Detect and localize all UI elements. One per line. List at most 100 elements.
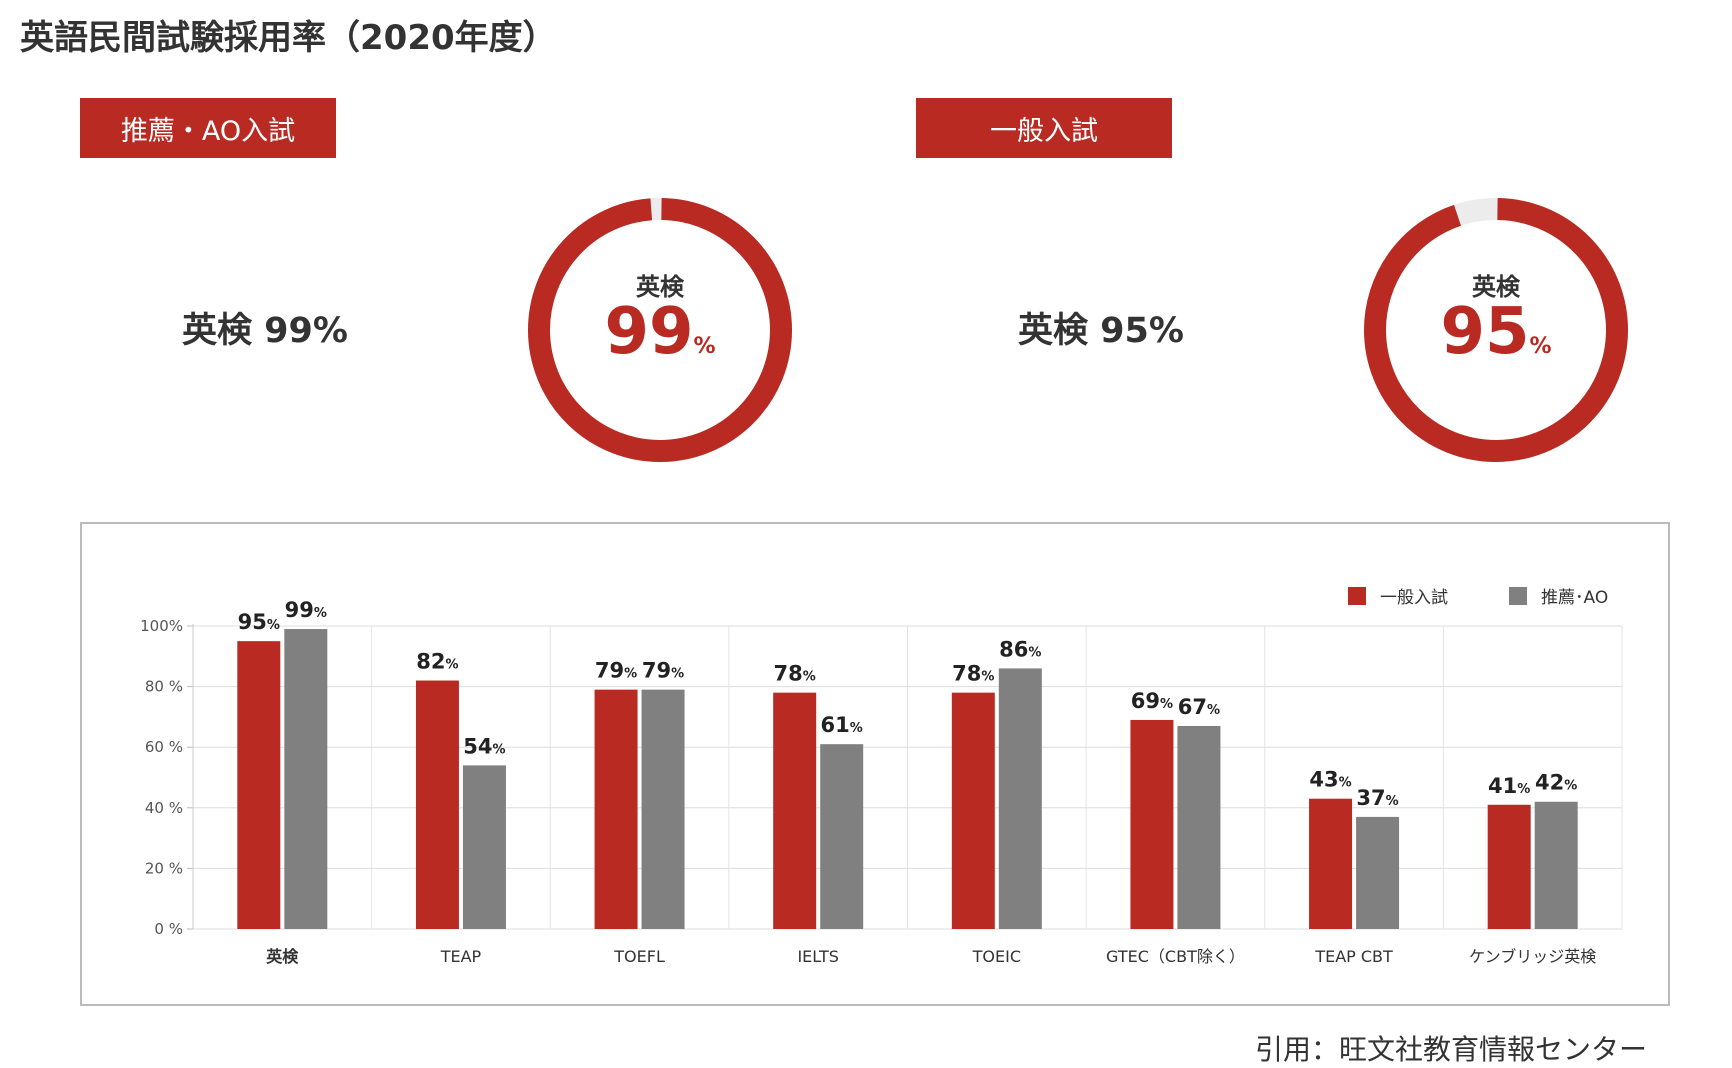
bar-value-number: 79: [642, 659, 671, 683]
tag-general: 一般入試: [916, 98, 1172, 158]
bar-general: [773, 692, 817, 929]
bar-value-unit: %: [1564, 779, 1577, 794]
bar-value-unit: %: [314, 606, 327, 621]
bar-value-unit: %: [1386, 794, 1399, 809]
bar-value-label: 54%: [463, 734, 505, 758]
bar-value-unit: %: [671, 667, 684, 682]
bar-value-label: 41%: [1488, 774, 1530, 798]
bar-value-unit: %: [981, 670, 994, 685]
bar-value-unit: %: [446, 658, 459, 673]
donut-ring-svg: [528, 198, 792, 462]
y-tick-label: 0 %: [154, 920, 183, 938]
bar-value-number: 43: [1309, 768, 1338, 792]
bar-value-label: 67%: [1178, 695, 1220, 719]
legend-swatch: [1509, 587, 1527, 605]
bar-ao: [1177, 725, 1221, 929]
x-category-label: TOEFL: [613, 947, 665, 966]
bar-value-number: 67: [1178, 695, 1207, 719]
bar-value-unit: %: [493, 742, 506, 757]
bar-ao: [462, 765, 506, 929]
bar-value-number: 78: [952, 662, 981, 686]
bar-value-unit: %: [1207, 703, 1220, 718]
bar-ao: [998, 668, 1042, 929]
bar-general: [951, 692, 995, 929]
donut-ring-svg: [1364, 198, 1628, 462]
donut-ao-unit: %: [693, 334, 716, 359]
donut-value-arc: [528, 198, 792, 462]
bar-value-label: 69%: [1131, 689, 1173, 713]
bar-value-label: 78%: [952, 662, 994, 686]
bar-value-label: 95%: [238, 610, 280, 634]
bar-value-unit: %: [624, 667, 637, 682]
bar-general: [594, 689, 638, 929]
bar-value-number: 82: [416, 650, 445, 674]
donut-general-value: 95: [1440, 295, 1530, 369]
bar-general: [1130, 719, 1174, 929]
x-category-label: TEAP: [440, 947, 482, 966]
bar-value-number: 78: [774, 662, 803, 686]
y-tick-label: 60 %: [145, 738, 183, 756]
bar-value-number: 69: [1131, 689, 1160, 713]
bar-value-label: 99%: [285, 598, 327, 622]
legend-swatch: [1348, 587, 1366, 605]
y-tick-label: 80 %: [145, 678, 183, 696]
tag-ao: 推薦・AO入試: [80, 98, 336, 158]
bar-general: [415, 680, 459, 929]
bar-value-unit: %: [803, 670, 816, 685]
bar-value-unit: %: [1028, 645, 1041, 660]
legend-label: 一般入試: [1380, 588, 1448, 608]
x-category-label: GTEC（CBT除く）: [1106, 947, 1245, 966]
x-category-label: 英検: [265, 947, 299, 966]
bar-chart-panel: 0 % 20 % 40 % 60 % 80 % 100% 95% 99% 英検 82% 54% TEA…: [80, 522, 1670, 1006]
page-title: 英語民間試験採用率（2020年度）: [20, 18, 557, 58]
donut-value-arc: [1364, 198, 1628, 462]
y-tick-label: 20 %: [145, 859, 183, 877]
bar-ao: [284, 629, 328, 929]
bar-value-unit: %: [1517, 782, 1530, 797]
bar-value-unit: %: [850, 721, 863, 736]
x-category-label: TEAP CBT: [1314, 947, 1393, 966]
bar-value-label: 78%: [774, 662, 816, 686]
bar-value-label: 79%: [595, 659, 637, 683]
bar-general: [237, 641, 281, 929]
bar-value-label: 42%: [1535, 771, 1577, 795]
bar-value-unit: %: [267, 618, 280, 633]
donut-general-name: 英検: [1472, 273, 1520, 301]
bar-value-number: 42: [1535, 771, 1564, 795]
panel-general-label: 英検 95%: [1018, 311, 1184, 351]
y-tick-label: 40 %: [145, 799, 183, 817]
bar-value-label: 61%: [821, 713, 863, 737]
donut-general-unit: %: [1529, 334, 1552, 359]
bar-value-label: 86%: [999, 637, 1041, 661]
bar-value-number: 79: [595, 659, 624, 683]
bar-general: [1309, 798, 1353, 929]
bar-value-label: 82%: [416, 650, 458, 674]
source-citation: 引用：旺文社教育情報センター: [1255, 1033, 1648, 1066]
bar-ao: [1534, 801, 1578, 929]
bar-value-number: 41: [1488, 774, 1517, 798]
bar-value-number: 95: [238, 610, 267, 634]
x-category-label: ケンブリッジ英検: [1469, 947, 1596, 966]
donut-ao-name: 英検: [636, 273, 684, 301]
bar-ao: [641, 689, 685, 929]
legend-label: 推薦･AO: [1541, 588, 1608, 608]
bar-value-number: 54: [463, 734, 492, 758]
donut-general: 英検 95%: [1361, 195, 1631, 465]
bar-value-unit: %: [1160, 697, 1173, 712]
x-category-label: IELTS: [797, 947, 838, 966]
bar-chart: 0 %20 %40 %60 %80 %100% 95%99%英検82%54%TEA…: [140, 587, 1623, 966]
y-tick-label: 100%: [140, 617, 183, 635]
bar-ao: [820, 744, 864, 929]
donut-ao-value: 99: [604, 295, 694, 369]
bar-value-number: 61: [821, 713, 850, 737]
bar-ao: [1356, 816, 1400, 929]
bar-value-label: 37%: [1356, 786, 1398, 810]
bar-value-label: 79%: [642, 659, 684, 683]
donut-ao: 英検 99%: [525, 195, 795, 465]
bar-general: [1487, 804, 1531, 929]
bar-value-number: 99: [285, 598, 314, 622]
bar-value-number: 86: [999, 637, 1028, 661]
bar-value-unit: %: [1339, 776, 1352, 791]
x-category-label: TOEIC: [972, 947, 1021, 966]
bar-value-label: 43%: [1309, 768, 1351, 792]
